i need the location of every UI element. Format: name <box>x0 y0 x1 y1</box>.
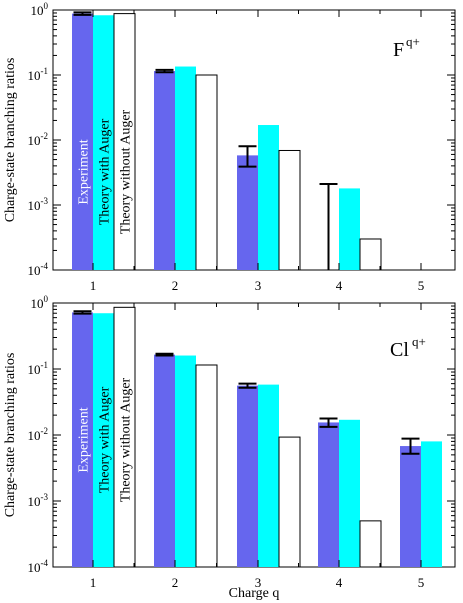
bar-theory-with-auger-q1 <box>93 15 114 271</box>
fluorine-panel: Charge-state branching ratios F q+ 10010… <box>3 1 456 293</box>
error-bar-q1 <box>73 11 92 16</box>
bar-experiment-q4 <box>318 422 339 567</box>
bar-theory-with-auger-q4 <box>339 419 360 567</box>
y-tick-label: 10-3 <box>28 196 49 213</box>
x-tick-label-q1: 1 <box>90 278 97 293</box>
series-labels: Experiment Theory with Auger Theory withou… <box>77 377 134 502</box>
x-tick-label-q3: 3 <box>255 575 262 590</box>
bar-experiment-q1 <box>72 13 93 271</box>
error-bar-q4 <box>319 417 338 428</box>
ion-label-superscript: q+ <box>406 34 420 49</box>
bar-theory-with-auger-q3 <box>258 384 279 567</box>
error-bar-q2 <box>155 68 174 74</box>
bar-theory-with-auger-q2 <box>175 355 196 567</box>
y-axis-title: Charge-state branching ratios <box>3 58 18 223</box>
bar-theory-without-auger-q4 <box>359 238 382 271</box>
bar-experiment-q2 <box>154 354 175 567</box>
error-bar-q2 <box>155 352 174 357</box>
bars <box>72 306 442 568</box>
bar-theory-without-auger-q1 <box>113 13 136 271</box>
series-label-theory-with-auger: Theory with Auger <box>98 386 113 493</box>
bar-experiment-q1 <box>72 312 93 567</box>
x-axis-title: Charge q <box>229 586 280 601</box>
error-bar-q3 <box>238 382 257 389</box>
x-tick-label-q2: 2 <box>172 278 179 293</box>
x-tick-label-q3: 3 <box>255 278 262 293</box>
x-ticks: 1 2 3 4 5 <box>90 10 425 293</box>
error-bar-q4 <box>319 183 338 270</box>
series-label-experiment: Experiment <box>77 139 92 204</box>
series-label-theory-with-auger: Theory with Auger <box>98 118 113 225</box>
y-tick-label: 10-2 <box>28 426 49 443</box>
x-tick-label-q5: 5 <box>418 575 425 590</box>
bar-theory-without-auger-q4 <box>359 520 382 568</box>
bar-theory-without-auger-q2 <box>195 364 218 568</box>
bar-experiment-q3 <box>237 155 258 270</box>
y-tick-label: 10-4 <box>28 261 49 278</box>
bar-theory-with-auger-q2 <box>175 66 196 270</box>
bar-experiment-q5 <box>400 446 421 567</box>
bar-experiment-q3 <box>237 385 258 567</box>
y-tick-label: 100 <box>31 1 49 18</box>
bar-theory-with-auger-q1 <box>93 313 114 567</box>
bar-experiment-q2 <box>154 71 175 270</box>
y-tick-label: 10-1 <box>28 66 49 83</box>
bar-theory-without-auger-q1 <box>113 306 136 568</box>
error-bars <box>73 310 420 455</box>
ion-label: Cl <box>390 339 409 361</box>
y-axis-title: Charge-state branching ratios <box>3 353 18 518</box>
series-label-theory-without-auger: Theory without Auger <box>119 109 134 234</box>
bar-theory-with-auger-q4 <box>339 188 360 270</box>
error-bar-q5 <box>401 437 420 455</box>
bar-theory-without-auger-q2 <box>195 74 218 271</box>
y-tick-label: 10-1 <box>28 360 49 377</box>
y-tick-label: 10-4 <box>28 558 49 575</box>
bars <box>72 13 382 271</box>
series-labels: Experiment Theory with Auger Theory withou… <box>77 109 134 234</box>
error-bars <box>73 11 338 270</box>
y-ticks: 100 10-1 10-2 10-3 10-4 <box>28 294 455 575</box>
x-tick-label-q4: 4 <box>336 575 343 590</box>
x-tick-label-q2: 2 <box>172 575 179 590</box>
error-bar-q3 <box>238 145 257 168</box>
ion-label: F <box>393 39 404 61</box>
x-tick-label-q1: 1 <box>90 575 97 590</box>
series-label-experiment: Experiment <box>77 407 92 472</box>
bar-theory-without-auger-q3 <box>278 436 301 568</box>
chlorine-panel: Charge-state branching ratios Cl q+ 1001… <box>3 294 456 590</box>
ion-label-superscript: q+ <box>412 334 426 349</box>
y-tick-label: 10-3 <box>28 492 49 509</box>
error-bar-q1 <box>73 310 92 315</box>
bar-theory-with-auger-q3 <box>258 125 279 271</box>
x-ticks: 1 2 3 4 5 <box>90 303 425 590</box>
y-ticks: 100 10-1 10-2 10-3 10-4 <box>28 1 455 278</box>
bar-theory-with-auger-q5 <box>421 441 442 567</box>
y-tick-label: 100 <box>31 294 49 311</box>
series-label-theory-without-auger: Theory without Auger <box>119 377 134 502</box>
x-tick-label-q4: 4 <box>336 278 343 293</box>
x-tick-label-q5: 5 <box>418 278 425 293</box>
y-tick-label: 10-2 <box>28 131 49 148</box>
bar-theory-without-auger-q3 <box>278 149 301 271</box>
